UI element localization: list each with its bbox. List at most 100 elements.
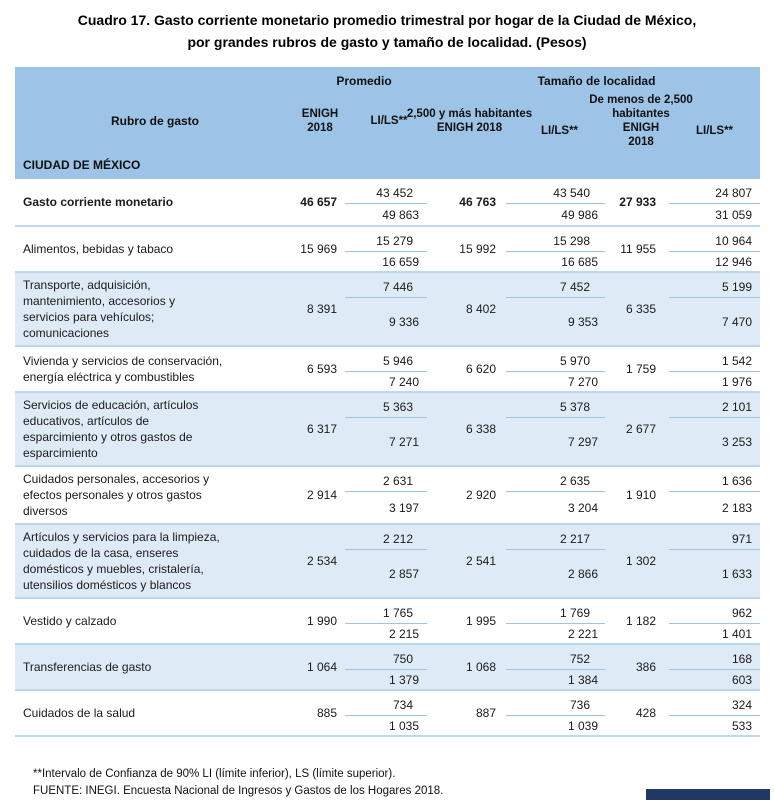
header-rural-label: De menos de 2,500 habitantes bbox=[589, 94, 693, 120]
footnote-source: FUENTE: INEGI. Encuesta Nacional de Ingr… bbox=[33, 785, 444, 797]
ls-rural-value: 12 946 bbox=[715, 254, 752, 269]
ls-urban-value: 2 866 bbox=[567, 566, 598, 581]
enigh-urban-value: 2 920 bbox=[465, 488, 496, 502]
table-title: Cuadro 17. Gasto corriente monetario pro… bbox=[0, 9, 774, 53]
li-promedio-value: 15 279 bbox=[345, 227, 427, 252]
lils-rural-cell: 10 964 12 946 bbox=[669, 227, 760, 271]
table-row: Cuidados de la salud 885 734 1 035 887 7… bbox=[15, 689, 760, 735]
enigh-urban-value: 8 402 bbox=[465, 302, 496, 316]
li-rural-value: 10 964 bbox=[669, 227, 760, 252]
table-row: Alimentos, bebidas y tabaco 15 969 15 27… bbox=[15, 225, 760, 271]
li-promedio-value: 5 946 bbox=[345, 347, 427, 372]
li-promedio-value: 5 363 bbox=[345, 393, 427, 418]
ls-urban-value: 3 204 bbox=[567, 500, 598, 515]
row-label: Transporte, adquisición, mantenimiento, … bbox=[23, 278, 176, 340]
li-urban-value: 736 bbox=[506, 691, 605, 716]
ls-urban-value: 7 297 bbox=[567, 434, 598, 449]
ls-promedio-value: 2 215 bbox=[388, 626, 419, 641]
ls-promedio-value: 7 240 bbox=[388, 374, 419, 389]
li-promedio-value: 2 631 bbox=[345, 467, 427, 492]
li-urban-value: 2 217 bbox=[506, 525, 605, 550]
li-urban-value: 7 452 bbox=[506, 273, 605, 298]
header-rural-group: De menos de 2,500 habitantes ENIGH 2018 bbox=[589, 92, 693, 150]
header-enigh-rural: ENIGH 2018 bbox=[622, 122, 660, 148]
ls-urban-value: 1 384 bbox=[567, 672, 598, 687]
li-promedio-value: 1 765 bbox=[345, 599, 427, 624]
header-group-tamano-localidad: Tamaño de localidad bbox=[537, 74, 656, 88]
lils-urban-cell: 43 540 49 986 bbox=[506, 179, 613, 225]
lils-promedio-cell: 1 765 2 215 bbox=[345, 599, 433, 643]
ls-rural-value: 2 183 bbox=[721, 500, 752, 515]
lils-promedio-cell: 5 363 7 271 bbox=[345, 393, 433, 465]
row-label: Vestido y calzado bbox=[23, 614, 117, 628]
ls-rural-value: 533 bbox=[731, 718, 752, 733]
ls-rural-value: 1 401 bbox=[721, 626, 752, 641]
li-rural-value: 971 bbox=[669, 525, 760, 550]
lils-urban-cell: 2 635 3 204 bbox=[506, 467, 613, 523]
enigh-urban-value: 1 995 bbox=[465, 614, 496, 628]
row-label: Vivienda y servicios de conservación, en… bbox=[23, 354, 223, 384]
lils-urban-cell: 736 1 039 bbox=[506, 691, 613, 735]
header-urban-label: 2,500 y más habitantes bbox=[406, 108, 533, 120]
enigh-urban-value: 1 068 bbox=[465, 660, 496, 674]
lils-promedio-cell: 5 946 7 240 bbox=[345, 347, 433, 391]
ls-urban-value: 9 353 bbox=[567, 314, 598, 329]
header-group-row: Promedio Tamaño de localidad bbox=[15, 67, 760, 88]
ls-promedio-value: 1 035 bbox=[388, 718, 419, 733]
ls-rural-value: 31 059 bbox=[715, 207, 752, 222]
li-urban-value: 1 769 bbox=[506, 599, 605, 624]
enigh-urban-value: 46 763 bbox=[459, 195, 496, 209]
lils-rural-cell: 168 603 bbox=[669, 645, 760, 689]
header-columns-row: Rubro de gasto ENIGH 2018 LI/LS** 2,500 … bbox=[15, 88, 760, 152]
lils-urban-cell: 5 970 7 270 bbox=[506, 347, 613, 391]
expense-table: Promedio Tamaño de localidad Rubro de ga… bbox=[15, 67, 760, 737]
lils-urban-cell: 2 217 2 866 bbox=[506, 525, 613, 597]
lils-rural-cell: 962 1 401 bbox=[669, 599, 760, 643]
header-lils-urban: LI/LS** bbox=[540, 125, 579, 137]
row-label: Transferencias de gasto bbox=[23, 660, 152, 674]
lils-rural-cell: 324 533 bbox=[669, 691, 760, 735]
li-urban-value: 5 970 bbox=[506, 347, 605, 372]
lils-urban-cell: 752 1 384 bbox=[506, 645, 613, 689]
ls-promedio-value: 3 197 bbox=[388, 500, 419, 515]
li-promedio-value: 43 452 bbox=[345, 179, 427, 204]
header-enigh-urban: ENIGH 2018 bbox=[436, 122, 503, 134]
enigh-rural-value: 11 955 bbox=[620, 242, 656, 256]
header-spacer bbox=[15, 74, 295, 88]
table-row: Gasto corriente monetario 46 657 43 452 … bbox=[15, 179, 760, 225]
table-row: Transferencias de gasto 1 064 750 1 379 … bbox=[15, 643, 760, 689]
lils-promedio-cell: 15 279 16 659 bbox=[345, 227, 433, 271]
enigh-promedio-value: 2 914 bbox=[306, 488, 337, 502]
enigh-promedio-value: 1 064 bbox=[306, 660, 337, 674]
ls-urban-value: 1 039 bbox=[567, 718, 598, 733]
li-rural-value: 168 bbox=[669, 645, 760, 670]
header-lils-promedio: LI/LS** bbox=[370, 115, 408, 127]
enigh-rural-value: 2 677 bbox=[625, 422, 656, 436]
enigh-urban-value: 6 338 bbox=[465, 422, 496, 436]
li-urban-value: 43 540 bbox=[506, 179, 605, 204]
ls-promedio-value: 2 857 bbox=[388, 566, 419, 581]
li-urban-value: 5 378 bbox=[506, 393, 605, 418]
footnote-confidence-interval: **Intervalo de Confianza de 90% LI (lími… bbox=[33, 768, 396, 780]
ls-promedio-value: 7 271 bbox=[388, 434, 419, 449]
header-rubro-de-gasto: Rubro de gasto bbox=[110, 114, 199, 128]
li-rural-value: 2 101 bbox=[669, 393, 760, 418]
bottom-right-navy-bar bbox=[646, 789, 770, 800]
ls-urban-value: 49 986 bbox=[561, 207, 598, 222]
table-header: Promedio Tamaño de localidad Rubro de ga… bbox=[15, 67, 760, 179]
li-promedio-value: 7 446 bbox=[345, 273, 427, 298]
lils-promedio-cell: 750 1 379 bbox=[345, 645, 433, 689]
lils-rural-cell: 5 199 7 470 bbox=[669, 273, 760, 345]
lils-urban-cell: 15 298 16 685 bbox=[506, 227, 613, 271]
enigh-rural-value: 386 bbox=[635, 660, 656, 674]
row-label: Artículos y servicios para la limpieza, … bbox=[23, 530, 220, 592]
li-urban-value: 752 bbox=[506, 645, 605, 670]
lils-rural-cell: 24 807 31 059 bbox=[669, 179, 760, 225]
enigh-urban-value: 15 992 bbox=[459, 242, 496, 256]
enigh-urban-value: 2 541 bbox=[465, 554, 496, 568]
lils-promedio-cell: 43 452 49 863 bbox=[345, 179, 433, 225]
lils-rural-cell: 1 542 1 976 bbox=[669, 347, 760, 391]
enigh-rural-value: 27 933 bbox=[619, 195, 656, 209]
row-label: Cuidados de la salud bbox=[23, 706, 136, 720]
li-rural-value: 1 542 bbox=[669, 347, 760, 372]
